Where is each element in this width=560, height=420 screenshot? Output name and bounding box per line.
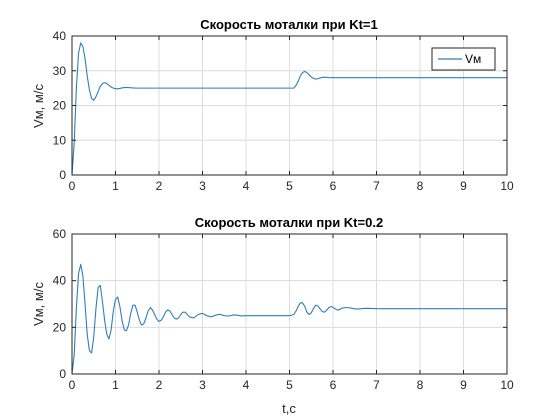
chart-bottom-xlabel: t,c [282, 401, 296, 416]
chart-bottom-x-tick-label: 6 [330, 378, 337, 392]
chart-top-x-tick-label: 6 [330, 179, 337, 193]
chart-top: Скорость моталки при Kt=1 Vм, м/с 0 1 2 3 4 5… [31, 17, 514, 193]
chart-bottom-x-tick-label: 0 [69, 378, 76, 392]
chart-bottom-title: Скорость моталки при Kt=0.2 [195, 215, 383, 230]
chart-top-y-tick-label: 40 [53, 29, 67, 43]
chart-top-legend-label: Vм [465, 52, 481, 66]
chart-bottom-x-tick-label: 1 [112, 378, 119, 392]
chart-top-x-tick-label: 1 [112, 179, 119, 193]
chart-top-y-tick-label: 10 [53, 133, 67, 147]
chart-top-x-tick-label: 8 [417, 179, 424, 193]
chart-bottom-x-tick-label: 3 [199, 378, 206, 392]
chart-bottom-x-tick-label: 5 [286, 378, 293, 392]
chart-top-x-tick-label: 3 [199, 179, 206, 193]
chart-top-x-tick-label: 5 [286, 179, 293, 193]
chart-bottom-x-tick-label: 7 [373, 378, 380, 392]
chart-top-x-tick-label: 7 [373, 179, 380, 193]
chart-bottom-y-tick-label: 60 [53, 227, 67, 241]
chart-bottom-x-tick-label: 4 [243, 378, 250, 392]
chart-top-x-tick-label: 2 [156, 179, 163, 193]
chart-top-x-tick-label: 10 [500, 179, 514, 193]
chart-bottom-y-tick-label: 0 [59, 367, 66, 381]
chart-bottom-x-tick-label: 8 [417, 378, 424, 392]
chart-top-ylabel: Vм, м/с [31, 84, 46, 128]
chart-top-series-line [71, 42, 507, 176]
chart-top-legend: Vм [431, 47, 496, 71]
chart-bottom-series-line [71, 263, 507, 375]
chart-top-y-tick-label: 0 [59, 168, 66, 182]
chart-bottom-x-tick-label: 10 [500, 378, 514, 392]
chart-top-y-tick-label: 20 [53, 99, 67, 113]
chart-top-x-tick-label: 4 [243, 179, 250, 193]
chart-top-x-tick-label: 9 [460, 179, 467, 193]
chart-top-title: Скорость моталки при Kt=1 [200, 17, 378, 32]
chart-top-legend-box [431, 47, 496, 71]
chart-top-y-tick-label: 30 [53, 64, 67, 78]
chart-top-x-tick-label: 0 [69, 179, 76, 193]
chart-bottom-ylabel: Vм, м/с [31, 282, 46, 326]
chart-bottom-x-tick-label: 9 [460, 378, 467, 392]
chart-bottom-x-tick-label: 2 [156, 378, 163, 392]
chart-bottom-y-tick-label: 40 [53, 274, 67, 288]
chart-bottom: Скорость моталки при Kt=0.2 Vм, м/с t,c … [31, 215, 514, 416]
chart-bottom-y-tick-label: 20 [53, 320, 67, 334]
